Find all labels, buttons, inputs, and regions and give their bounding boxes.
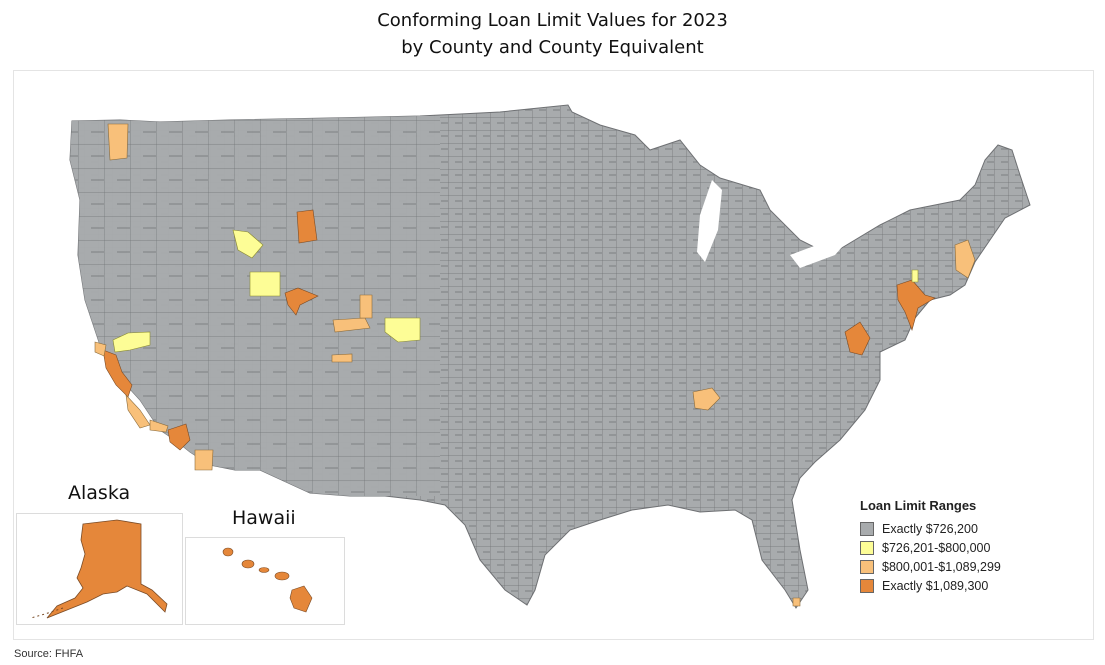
tier-max-counties bbox=[102, 209, 936, 451]
alaska-inset bbox=[16, 513, 183, 625]
county-nyc-metro bbox=[896, 279, 936, 331]
county-colorado-yellow bbox=[384, 317, 421, 343]
molokai-island bbox=[258, 567, 270, 573]
great-lakes-water bbox=[697, 180, 722, 262]
map-subtitle: by County and County Equivalent bbox=[401, 37, 704, 58]
tier-high-counties bbox=[94, 123, 976, 607]
hawaii-shape-svg bbox=[222, 547, 313, 613]
county-teton-wy bbox=[296, 209, 318, 244]
county-rockland bbox=[911, 269, 919, 283]
alaska-shape-svg bbox=[30, 519, 168, 619]
county-ventura bbox=[149, 419, 169, 433]
kauai-island bbox=[222, 547, 234, 557]
county-colorado-b bbox=[359, 294, 373, 319]
legend-swatch bbox=[860, 559, 874, 574]
county-napa bbox=[94, 341, 107, 357]
county-lake-tahoe bbox=[112, 331, 151, 353]
legend-label: $800,001-$1,089,299 bbox=[882, 559, 1001, 574]
map-frame bbox=[13, 70, 1094, 640]
tier-mid-counties bbox=[112, 229, 919, 353]
legend-swatch bbox=[860, 578, 874, 593]
source-note: Source: FHFA bbox=[14, 648, 84, 660]
legend: Loan Limit Ranges Exactly $726,200 $726,… bbox=[860, 498, 1001, 595]
county-san-diego bbox=[194, 449, 214, 471]
legend-swatch bbox=[860, 521, 874, 536]
lake-erie-water bbox=[790, 238, 850, 268]
alaska-label: Alaska bbox=[68, 482, 131, 504]
county-wasatch-ut bbox=[249, 271, 281, 297]
hawaii-label: Hawaii bbox=[232, 507, 296, 529]
county-los-angeles bbox=[167, 423, 191, 451]
county-blaine-id bbox=[232, 229, 264, 259]
county-kitsap-wa bbox=[107, 123, 129, 161]
maui-island bbox=[274, 571, 290, 581]
county-bay-area bbox=[102, 349, 133, 398]
map-title: Conforming Loan Limit Values for 2023 bbox=[377, 10, 728, 31]
western-counties-overlay bbox=[70, 116, 440, 496]
aleutian-islands bbox=[30, 607, 64, 619]
legend-title: Loan Limit Ranges bbox=[860, 498, 977, 513]
legend-item: $800,001-$1,089,299 bbox=[860, 557, 1001, 576]
county-central-coast bbox=[125, 394, 151, 429]
county-nashville bbox=[692, 387, 721, 411]
oahu-island bbox=[241, 559, 255, 569]
legend-swatch bbox=[860, 540, 874, 555]
legend-label: Exactly $726,200 bbox=[882, 521, 978, 536]
county-colorado-c bbox=[331, 353, 353, 363]
county-key-west bbox=[792, 597, 801, 607]
legend-item: $726,201-$800,000 bbox=[860, 538, 1001, 557]
alaska-shape bbox=[46, 519, 168, 619]
county-summit-ut bbox=[284, 287, 319, 316]
big-island bbox=[289, 585, 313, 613]
hawaii-inset bbox=[185, 537, 345, 625]
legend-item: Exactly $1,089,300 bbox=[860, 576, 1001, 595]
legend-item: Exactly $726,200 bbox=[860, 519, 1001, 538]
legend-label: $726,201-$800,000 bbox=[882, 540, 991, 555]
legend-label: Exactly $1,089,300 bbox=[882, 578, 989, 593]
county-boston bbox=[954, 239, 976, 279]
county-colorado-a bbox=[332, 317, 371, 333]
county-dc-metro bbox=[844, 321, 871, 356]
